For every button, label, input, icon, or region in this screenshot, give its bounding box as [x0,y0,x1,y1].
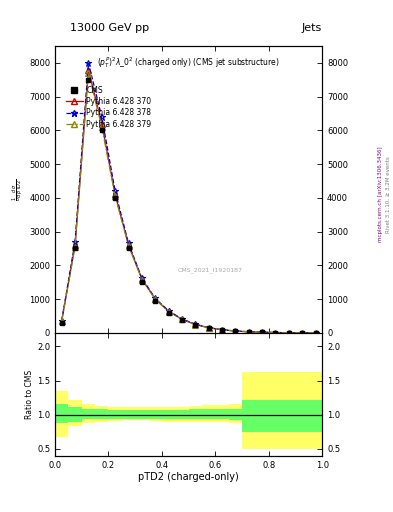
Text: mcplots.cern.ch [arXiv:1306.3436]: mcplots.cern.ch [arXiv:1306.3436] [378,147,383,242]
Text: CMS_2021_I1920187: CMS_2021_I1920187 [178,267,242,272]
X-axis label: pTD2 (charged-only): pTD2 (charged-only) [138,472,239,482]
Text: 13000 GeV pp: 13000 GeV pp [70,23,150,33]
Y-axis label: Ratio to CMS: Ratio to CMS [25,370,34,419]
Text: Jets: Jets [302,23,322,33]
Y-axis label: $\frac{1}{\sigma}\frac{d\sigma}{d\,pTD2}$: $\frac{1}{\sigma}\frac{d\sigma}{d\,pTD2}… [11,178,26,201]
Legend: CMS, Pythia 6.428 370, Pythia 6.428 378, Pythia 6.428 379: CMS, Pythia 6.428 370, Pythia 6.428 378,… [64,84,153,130]
Text: $(p_T^P)^2\lambda\_0^2$ (charged only) (CMS jet substructure): $(p_T^P)^2\lambda\_0^2$ (charged only) (… [97,55,280,70]
Text: Rivet 3.1.10, ≥ 3.2M events: Rivet 3.1.10, ≥ 3.2M events [386,156,391,233]
